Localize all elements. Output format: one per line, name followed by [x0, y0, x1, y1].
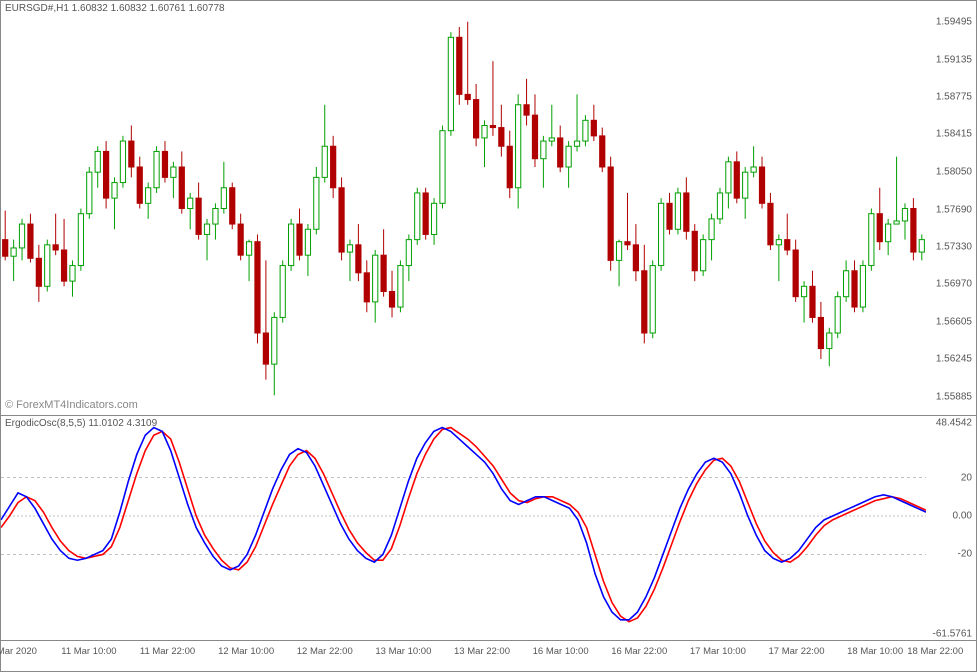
main-chart-header: EURSGD#,H1 1.60832 1.60832 1.60761 1.607…: [5, 3, 225, 14]
indicator-plot-area[interactable]: [1, 416, 926, 640]
x-tick-label: 10 Mar 2020: [0, 646, 37, 657]
chart-container: EURSGD#,H1 1.60832 1.60832 1.60761 1.607…: [0, 0, 977, 672]
y-tick-label: 20: [961, 472, 972, 483]
x-tick-label: 16 Mar 22:00: [611, 646, 667, 657]
y-tick-label: 48.4542: [936, 417, 972, 428]
watermark-text: © ForexMT4Indicators.com: [5, 399, 138, 411]
oscillator-svg: [1, 416, 926, 641]
x-tick-label: 12 Mar 22:00: [297, 646, 353, 657]
y-tick-label: 0.00: [953, 511, 972, 522]
candlestick-svg: [1, 1, 926, 416]
x-tick-label: 12 Mar 10:00: [218, 646, 274, 657]
x-tick-label: 13 Mar 22:00: [454, 646, 510, 657]
y-tick-label: 1.59135: [936, 54, 972, 65]
x-tick-label: 11 Mar 22:00: [140, 646, 195, 657]
x-tick-label: 13 Mar 10:00: [375, 646, 431, 657]
x-tick-label: 16 Mar 10:00: [533, 646, 589, 657]
y-tick-label: -61.5761: [933, 629, 972, 640]
y-tick-label: 1.57330: [936, 241, 972, 252]
y-tick-label: 1.58050: [936, 167, 972, 178]
indicator-panel[interactable]: ErgodicOsc(8,5,5) 11.0102 4.3109 48.4542…: [1, 416, 976, 641]
y-tick-label: 1.58775: [936, 91, 972, 102]
x-tick-label: 18 Mar 22:00: [907, 646, 963, 657]
indicator-header: ErgodicOsc(8,5,5) 11.0102 4.3109: [5, 418, 157, 429]
y-tick-label: 1.56245: [936, 354, 972, 365]
y-tick-label: 1.55885: [936, 391, 972, 402]
main-plot-area[interactable]: [1, 1, 926, 415]
y-tick-label: 1.57690: [936, 204, 972, 215]
indicator-y-axis: 48.4542 20 0.00 -20 -61.5761: [926, 416, 976, 640]
x-tick-label: 11 Mar 10:00: [61, 646, 116, 657]
y-tick-label: 1.56605: [936, 317, 972, 328]
x-tick-label: 17 Mar 10:00: [690, 646, 746, 657]
main-y-axis: 1.59495 1.59135 1.58775 1.58415 1.58050 1.576…: [926, 1, 976, 415]
x-tick-label: 17 Mar 22:00: [769, 646, 825, 657]
x-tick-label: 18 Mar 10:00: [847, 646, 903, 657]
main-chart-panel[interactable]: EURSGD#,H1 1.60832 1.60832 1.60761 1.607…: [1, 1, 976, 416]
y-tick-label: 1.58415: [936, 129, 972, 140]
y-tick-label: 1.56970: [936, 279, 972, 290]
x-axis: 10 Mar 2020 11 Mar 10:00 11 Mar 22:00 12 Ma…: [1, 641, 976, 671]
y-tick-label: 1.59495: [936, 17, 972, 28]
y-tick-label: -20: [958, 549, 972, 560]
